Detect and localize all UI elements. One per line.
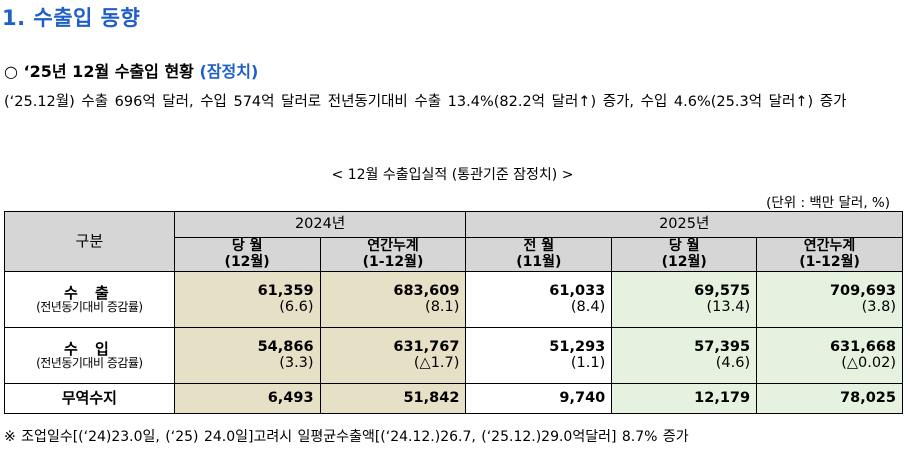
subheading-main: ‘25년 12월 수출입 현황 (23, 62, 194, 81)
cell-balance-2024-month: 6,493 (173, 383, 321, 414)
cell-export-2024-month: 61,359 (6.6) (173, 271, 321, 328)
cell-balance-2025-month: 12,179 (611, 383, 758, 414)
col-header-2025-month: 당 월 (12월) (611, 237, 758, 272)
cell-balance-2025-prev-month: 9,740 (465, 383, 613, 414)
section-heading: 1. 수출입 동향 (2, 6, 141, 30)
cell-import-2025-month: 57,395 (4.6) (611, 327, 758, 384)
cell-export-2025-month: 69,575 (13.4) (611, 271, 758, 328)
col-header-2025-prev-month: 전 월 (11월) (465, 237, 613, 272)
cell-import-2024-month: 54,866 (3.3) (173, 327, 321, 384)
cell-export-2024-cumulative: 683,609 (8.1) (319, 271, 467, 328)
unit-note: (단위 : 백만 달러, %) (766, 195, 890, 211)
year-2025-header: 2025년 (465, 211, 903, 238)
cell-export-2025-cumulative: 709,693 (3.8) (756, 271, 903, 328)
table-caption: < 12월 수출입실적 (통관기준 잠정치) > (331, 167, 574, 183)
row-label-import: 수 입 (전년동기대비 증감률) (4, 327, 175, 384)
col-header-2024-month: 당 월 (12월) (173, 237, 321, 272)
cell-import-2025-prev-month: 51,293 (1.1) (465, 327, 613, 384)
cell-export-2025-prev-month: 61,033 (8.4) (465, 271, 613, 328)
col-header-2025-cumulative: 연간누계 (1-12월) (756, 237, 903, 272)
col-header-2024-cumulative: 연간누계 (1-12월) (319, 237, 467, 272)
bullet-circle: ○ (4, 62, 18, 81)
trade-table: 구분 2024년 2025년 당 월 (12월) 연간누계 (1-12월) 전 월(… (4, 211, 903, 414)
row-label-export: 수 출 (전년동기대비 증감률) (4, 271, 175, 328)
cell-balance-2025-cumulative: 78,025 (756, 383, 903, 414)
subheading-prelim: (잠정치) (199, 62, 259, 81)
year-2024-header: 2024년 (173, 211, 467, 238)
summary-paragraph: (‘25.12월) 수출 696억 달러, 수입 574억 달러로 전년동기대비… (4, 94, 847, 110)
category-header: 구분 (4, 211, 175, 272)
cell-import-2024-cumulative: 631,767 (△1.7) (319, 327, 467, 384)
footnote: ※ 조업일수[(‘24)23.0일, (‘25) 24.0일]고려시 일평균수출… (4, 429, 689, 445)
table-row-import: 수 입 (전년동기대비 증감률) 54,866 (3.3) 631,767 (△1.… (4, 327, 903, 384)
table-row-export: 수 출 (전년동기대비 증감률) 61,359 (6.6) 683,609 (8.1… (4, 271, 903, 328)
table-row-balance: 무역수지 6,493 51,842 9,740 12,179 78,025 (4, 383, 903, 414)
cell-balance-2024-cumulative: 51,842 (319, 383, 467, 414)
row-label-balance: 무역수지 (4, 383, 175, 414)
cell-import-2025-cumulative: 631,668 (△0.02) (756, 327, 903, 384)
subheading: ○ ‘25년 12월 수출입 현황 (잠정치) (4, 58, 258, 82)
